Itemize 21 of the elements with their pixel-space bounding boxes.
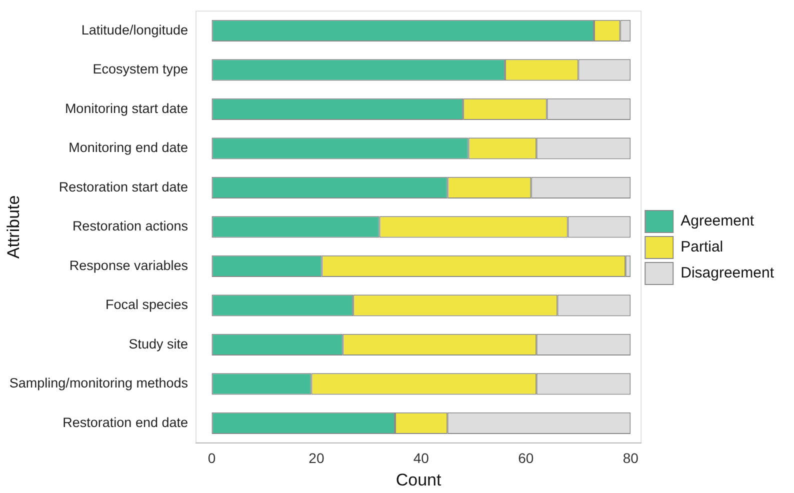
y-tick-label: Focal species	[105, 297, 188, 312]
y-tick-label: Response variables	[69, 258, 188, 273]
legend-label: Partial	[680, 238, 724, 256]
y-tick-label: Study site	[128, 336, 188, 352]
y-tick-label: Latitude/longitude	[81, 22, 188, 38]
y-axis-title: Attribute	[4, 195, 23, 259]
y-tick-label: Restoration start date	[58, 179, 188, 194]
y-tick-label: Ecosystem type	[92, 62, 188, 77]
y-tick-label: Restoration actions	[72, 218, 188, 234]
y-tick-label: Restoration end date	[62, 414, 188, 430]
y-tick-label: Monitoring start date	[64, 100, 188, 116]
x-tick-label: 20	[308, 450, 324, 466]
y-tick-label: Monitoring end date	[68, 140, 188, 156]
x-tick-label: 60	[518, 450, 534, 466]
x-tick-label: 80	[622, 450, 639, 466]
y-tick-label: Sampling/monitoring methods	[9, 376, 188, 391]
legend-label: Agreement	[680, 212, 755, 230]
legend-label: Disagreement	[680, 264, 775, 282]
x-axis-title: Count	[396, 470, 442, 490]
x-tick-label: 0	[208, 450, 216, 466]
x-tick-label: 40	[413, 450, 430, 466]
